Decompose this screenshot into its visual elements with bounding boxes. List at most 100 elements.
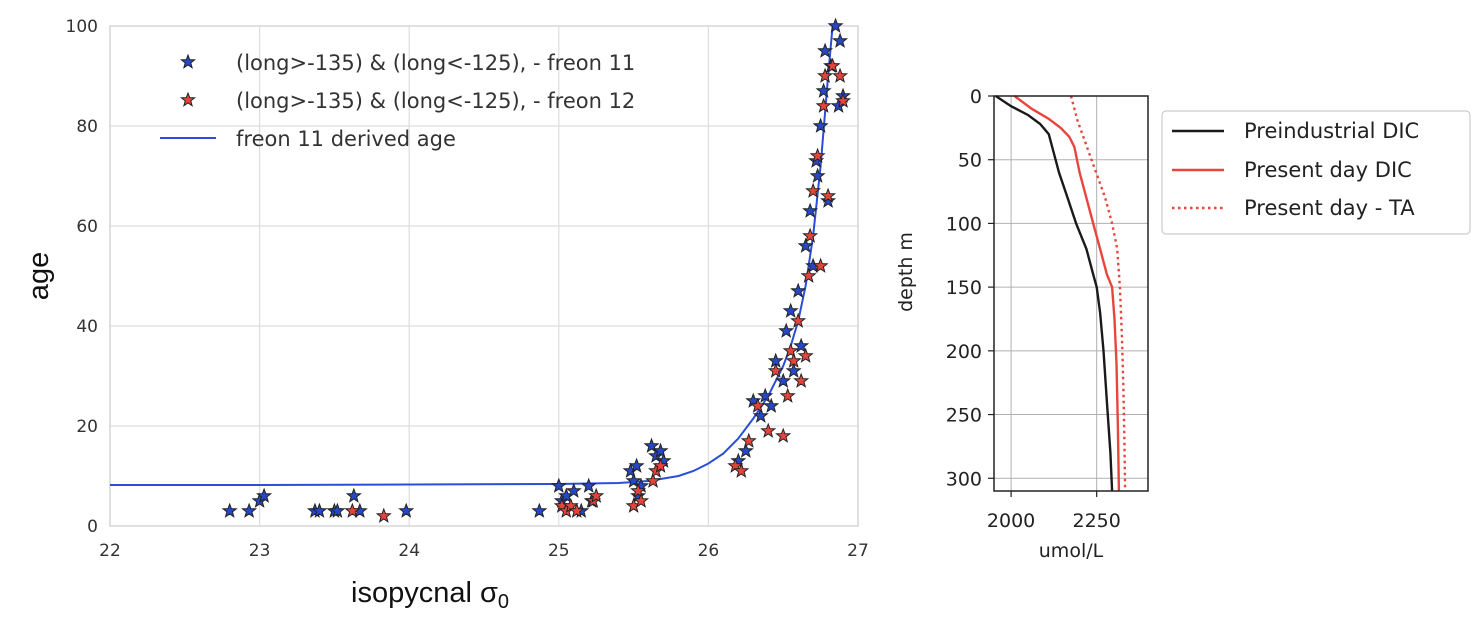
right-grid [988,95,1148,497]
freon12-point [824,57,841,73]
right-legend-label: Present day DIC [1244,158,1412,182]
freon12-point [633,492,650,508]
right-plot-area [994,96,1148,491]
right-y-axis-label: depth m [895,232,917,312]
freon12-point [749,397,766,413]
present-day-ta-line [1069,95,1127,492]
right-y-tick-label: 300 [946,468,982,490]
right-x-tick-label: 2000 [987,510,1035,532]
right-y-tick-label: 150 [946,277,982,299]
right-profile-panel: 2000 2250 0 50 100 150 200 250 300 depth m umol/… [895,86,1471,562]
right-y-tick-label: 100 [946,213,982,235]
freon12-point [740,432,757,448]
left-grid [109,25,859,527]
freon11-point [763,397,780,413]
left-y-tick-label: 40 [76,317,98,337]
left-y-tick-label: 20 [76,417,98,437]
freon11-point [809,167,826,183]
freon12-point [802,227,819,243]
right-tick-labels: 2000 2250 0 50 100 150 200 250 300 [946,86,1121,532]
freon11-point [625,472,642,488]
freon12-point [835,92,852,108]
freon11-point [793,337,810,353]
freon11-point [737,442,754,458]
freon12-point [817,67,834,83]
left-legend-label: freon 11 derived age [236,127,456,151]
left-y-tick-label: 0 [87,517,98,537]
left-scatter-points [221,17,852,523]
freon11-point [827,17,844,33]
left-legend-marker [179,53,197,69]
right-legend: Preindustrial DIC Present day DIC Present … [1161,110,1471,235]
freon12-point [375,507,392,523]
left-x-axis-label: isopycnal σ0 [351,577,509,613]
freon12-point [630,482,647,498]
left-y-tick-label: 60 [76,217,98,237]
left-tick-labels: 22 23 24 25 26 27 0 20 40 60 80 100 [66,17,869,561]
right-plot-frame [993,95,1149,492]
freon12-point [790,312,807,328]
freon11-point [815,82,832,98]
freon12-point [809,147,826,163]
left-x-tick-label: 24 [398,541,420,561]
right-profile-lines [995,94,1127,492]
freon12-point [815,97,832,113]
freon12-point [805,182,822,198]
freon11-point [643,437,660,453]
right-y-tick-label: 0 [970,86,982,108]
freon11-point [790,282,807,298]
freon12-point [832,67,849,83]
left-legend: (long>-135) & (long<-125), - freon 11 (lo… [160,51,635,151]
freon11-point [802,202,819,218]
freon12-point [797,347,814,363]
left-x-tick-label: 25 [548,541,570,561]
right-x-axis-label: umol/L [1039,540,1104,562]
left-x-tick-label: 27 [847,541,869,561]
freon12-point [779,387,796,403]
freon11-point [580,477,597,493]
left-legend-label: (long>-135) & (long<-125), - freon 12 [236,89,635,113]
left-y-tick-label: 80 [76,117,98,137]
freon11-point [221,502,238,518]
right-x-tick-label: 2250 [1072,510,1120,532]
freon12-point [793,372,810,388]
freon12-point [344,502,361,518]
freon11-point [565,482,582,498]
freon12-point [588,487,605,503]
freon12-point [812,257,829,273]
left-y-tick-label: 100 [66,17,98,37]
right-y-tick-label: 200 [946,341,982,363]
freon12-point [800,267,817,283]
freon11-point [550,477,567,493]
freon11-point [345,487,362,503]
freon11-point [628,457,645,473]
freon11-point [757,387,774,403]
freon11-point [785,362,802,378]
freon12-point [645,472,662,488]
freon12-point [785,352,802,368]
freon11-point [782,302,799,318]
left-x-tick-label: 23 [249,541,271,561]
preindustrial-dic-line [995,94,1114,492]
freon12-point [767,362,784,378]
right-legend-label: Present day - TA [1244,196,1415,220]
freon11-point [832,32,849,48]
freon11-point [817,42,834,58]
freon11-point [311,502,328,518]
freon11-point [256,487,273,503]
freon11-point [820,192,837,208]
freon11-point [778,322,795,338]
right-y-tick-label: 50 [958,150,982,172]
left-x-tick-label: 26 [698,541,720,561]
freon12-point [820,187,837,203]
freon11-point [752,407,769,423]
right-legend-box [1161,110,1471,235]
freon11-derived-age-line [110,25,834,486]
freon11-point [652,442,669,458]
freon11-point [241,502,258,518]
freon11-point [812,117,829,133]
freon11-point [329,502,346,518]
left-scatter-panel: 22 23 24 25 26 27 0 20 40 60 80 100 age isopycnal σ… [23,17,869,613]
freon11-point [398,502,415,518]
freon11-point [775,372,792,388]
